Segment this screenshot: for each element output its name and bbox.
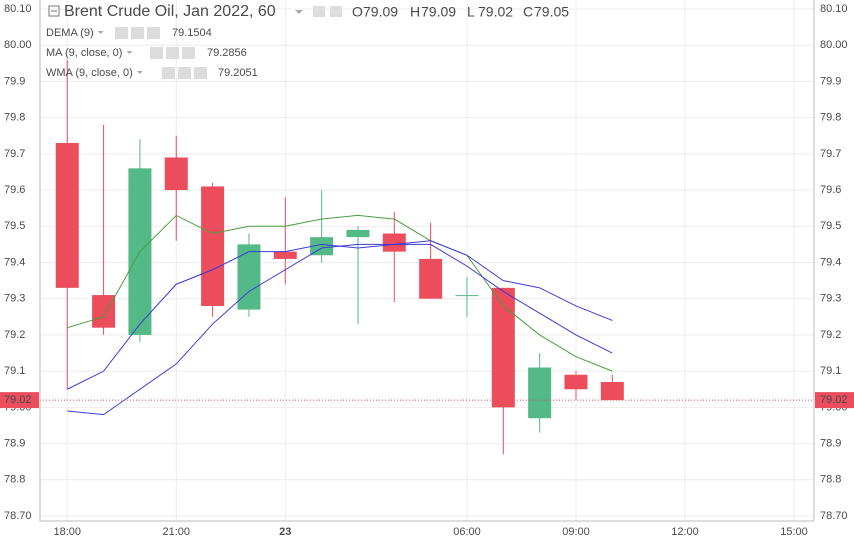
y-tick-label: 80.00 bbox=[4, 39, 32, 51]
x-tick-label: 21:00 bbox=[163, 526, 191, 538]
chart-title: Brent Crude Oil, Jan 2022, 60 bbox=[64, 3, 276, 20]
candle-body bbox=[564, 374, 588, 390]
y-tick-label: 79.2 bbox=[4, 329, 25, 341]
ohlc-value: 79.09 bbox=[421, 4, 456, 20]
candle-body bbox=[455, 295, 479, 297]
legend-value: 79.2856 bbox=[207, 47, 247, 59]
y-tick-label: 78.70 bbox=[4, 510, 32, 522]
y-tick-label: 79.4 bbox=[4, 256, 25, 268]
x-tick-label: 15:00 bbox=[780, 526, 808, 538]
y-tick-label-right: 78.9 bbox=[820, 437, 841, 449]
legend-icon[interactable] bbox=[194, 67, 207, 79]
candle-body bbox=[491, 287, 515, 408]
legend-icon[interactable] bbox=[131, 27, 144, 39]
y-tick-label-right: 79.3 bbox=[820, 293, 841, 305]
candle-body bbox=[55, 142, 79, 288]
x-tick-label: 06:00 bbox=[453, 526, 481, 538]
candle-body bbox=[273, 251, 297, 259]
indicator-line bbox=[67, 214, 613, 372]
legend-name[interactable]: MA (9, close, 0) bbox=[46, 47, 122, 59]
y-tick-label-right: 79.4 bbox=[820, 256, 841, 268]
ohlc-letter: C bbox=[523, 4, 533, 20]
y-tick-label-right: 79.6 bbox=[820, 184, 841, 196]
candle-body bbox=[600, 382, 624, 401]
y-tick-label-right: 79.2 bbox=[820, 329, 841, 341]
legend-name[interactable]: WMA (9, close, 0) bbox=[46, 67, 133, 79]
ohlc-value: 79.09 bbox=[363, 4, 398, 20]
y-tick-label: 78.8 bbox=[4, 474, 25, 486]
dropdown[interactable] bbox=[97, 31, 104, 34]
price-tag bbox=[0, 392, 39, 409]
candle-body bbox=[346, 229, 370, 238]
y-tick-label: 79.1 bbox=[4, 365, 25, 377]
indicator-line bbox=[67, 243, 613, 390]
y-tick-label-right: 79.7 bbox=[820, 148, 841, 160]
y-tick-label-right: 79.8 bbox=[820, 112, 841, 124]
candle-body bbox=[528, 367, 552, 419]
price-tag bbox=[815, 392, 854, 409]
legend-icon[interactable] bbox=[178, 67, 191, 79]
y-tick-label-right: 79.1 bbox=[820, 365, 841, 377]
x-tick-label: 12:00 bbox=[671, 526, 699, 538]
x-tick-label: 18:00 bbox=[53, 526, 81, 538]
settings-icon[interactable] bbox=[330, 6, 342, 17]
legend-icon[interactable] bbox=[150, 47, 163, 59]
eye-icon[interactable] bbox=[313, 6, 325, 17]
legend-value: 79.1504 bbox=[172, 27, 212, 39]
ohlc-letter: O bbox=[352, 4, 363, 20]
ohlc-letter: L bbox=[467, 4, 475, 20]
y-tick-label: 79.3 bbox=[4, 293, 25, 305]
price-tag-label: 79.02 bbox=[4, 394, 32, 406]
y-tick-label-right: 80.10 bbox=[820, 3, 848, 15]
y-tick-label-right: 79.9 bbox=[820, 75, 841, 87]
collapse-icon[interactable] bbox=[48, 5, 60, 17]
x-tick-label: 09:00 bbox=[562, 526, 590, 538]
y-tick-label: 79.9 bbox=[4, 75, 25, 87]
legend-icon[interactable] bbox=[182, 47, 195, 59]
ohlc-value: 79.02 bbox=[478, 4, 513, 20]
ohlc-letter: H bbox=[410, 4, 420, 20]
dropdown[interactable] bbox=[295, 10, 303, 14]
price-tag-label: 79.02 bbox=[820, 394, 848, 406]
y-tick-label: 79.7 bbox=[4, 148, 25, 160]
legend-name[interactable]: DEMA (9) bbox=[46, 27, 94, 39]
legend-icon[interactable] bbox=[162, 67, 175, 79]
y-tick-label: 78.9 bbox=[4, 437, 25, 449]
legend-icon[interactable] bbox=[166, 47, 179, 59]
x-tick-label: 23 bbox=[279, 526, 291, 538]
dropdown[interactable] bbox=[126, 51, 133, 54]
legend-icon[interactable] bbox=[147, 27, 160, 39]
y-tick-label: 79.5 bbox=[4, 220, 25, 232]
legend-icon[interactable] bbox=[115, 27, 128, 39]
candle-body bbox=[419, 258, 443, 299]
y-tick-label-right: 78.70 bbox=[820, 510, 848, 522]
candle-body bbox=[92, 295, 116, 328]
candle-body bbox=[237, 244, 261, 310]
legend-value: 79.2051 bbox=[218, 67, 258, 79]
candle-body bbox=[310, 237, 334, 256]
candle-body bbox=[164, 157, 188, 191]
y-tick-label-right: 79.5 bbox=[820, 220, 841, 232]
y-tick-label: 79.6 bbox=[4, 184, 25, 196]
candle-body bbox=[201, 186, 225, 306]
ohlc-value: 79.05 bbox=[534, 4, 569, 20]
candle-body bbox=[382, 233, 406, 252]
dropdown[interactable] bbox=[136, 71, 143, 74]
y-tick-label-right: 80.00 bbox=[820, 39, 848, 51]
y-tick-label: 80.10 bbox=[4, 3, 32, 15]
y-tick-label: 79.8 bbox=[4, 112, 25, 124]
y-tick-label-right: 78.8 bbox=[820, 474, 841, 486]
